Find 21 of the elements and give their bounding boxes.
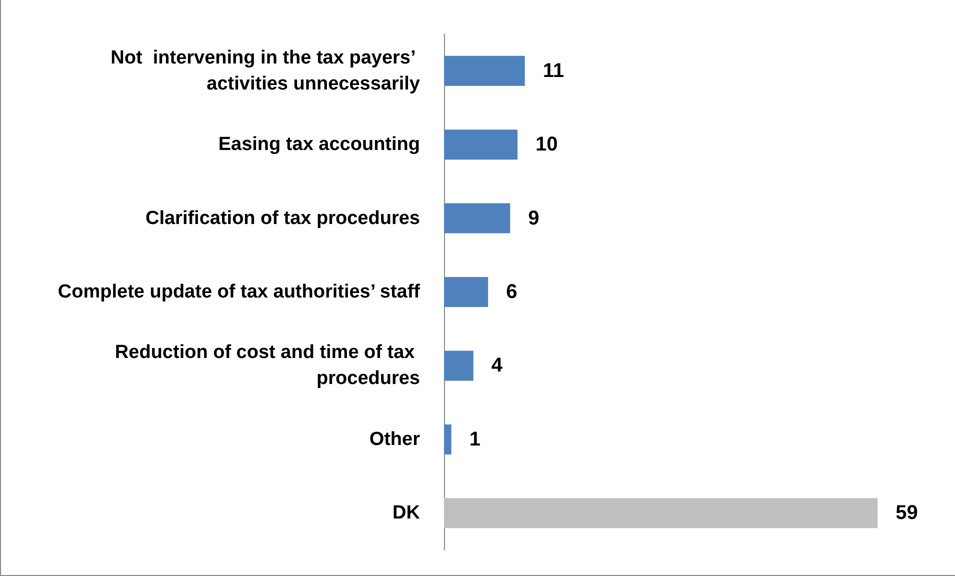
y-tick-label: Not intervening in the tax payers’ activities unnecessarily bbox=[110, 47, 420, 94]
bar bbox=[444, 130, 518, 160]
y-tick-label: Easing tax accounting bbox=[218, 134, 420, 156]
bar bbox=[444, 203, 510, 234]
data-label: 6 bbox=[506, 281, 518, 303]
data-label: 11 bbox=[542, 60, 564, 82]
data-label: 1 bbox=[469, 428, 480, 450]
y-tick-label: Other bbox=[369, 428, 421, 450]
y-tick-label: Complete update of tax authorities’ staff bbox=[58, 282, 421, 302]
bar bbox=[444, 498, 878, 528]
bar bbox=[444, 56, 525, 86]
data-label: 4 bbox=[491, 354, 504, 377]
data-label: 10 bbox=[536, 134, 558, 156]
data-label: 9 bbox=[528, 207, 540, 230]
data-label: 59 bbox=[896, 502, 918, 524]
bar bbox=[444, 277, 488, 307]
bar bbox=[444, 424, 452, 454]
y-tick-label: Reduction of cost and time of tax procedures bbox=[114, 342, 420, 390]
bar bbox=[444, 350, 474, 381]
y-tick-label: Clarification of tax procedures bbox=[145, 208, 420, 229]
y-tick-label: DK bbox=[392, 502, 420, 524]
